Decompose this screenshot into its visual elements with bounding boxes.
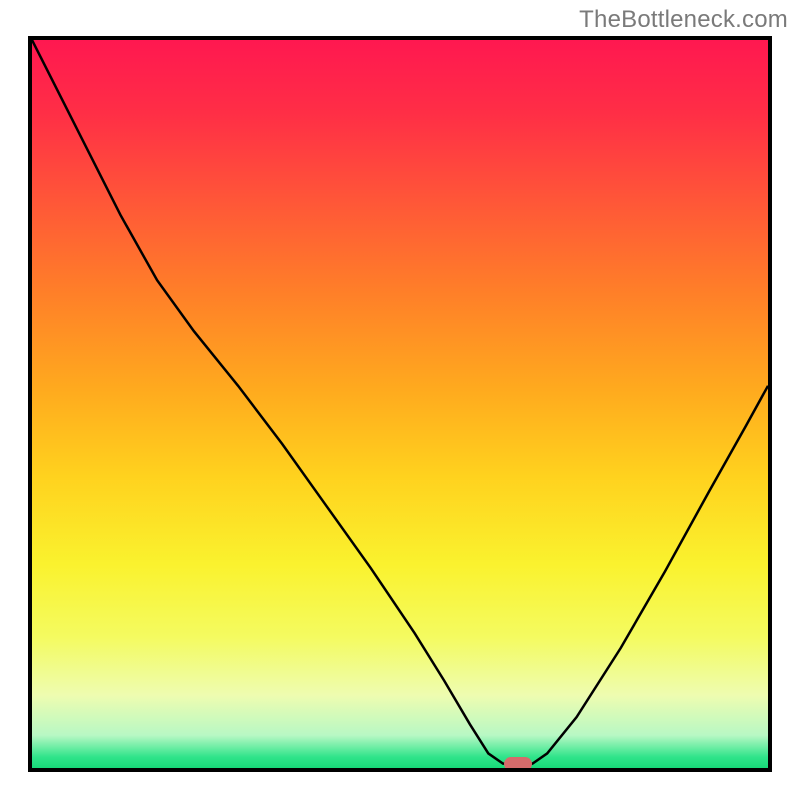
bottleneck-chart: TheBottleneck.com — [0, 0, 800, 800]
bottleneck-curve — [32, 40, 768, 768]
watermark-text: TheBottleneck.com — [579, 6, 788, 34]
plot-area — [28, 36, 772, 772]
minimum-marker — [504, 757, 532, 771]
curve-path — [32, 40, 768, 764]
